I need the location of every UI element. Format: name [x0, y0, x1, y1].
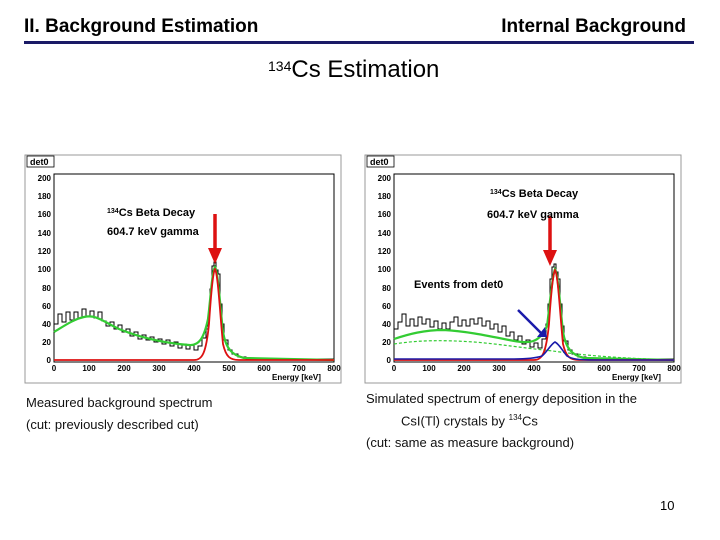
stat-label: det0: [370, 157, 389, 167]
x-tick-label: 800: [667, 364, 681, 373]
x-tick-label: 200: [117, 364, 131, 373]
slide-title: 134Cs Estimation: [268, 56, 439, 84]
x-tick-label: 100: [82, 364, 96, 373]
y-tick-label: 180: [38, 192, 52, 201]
x-axis-ticks: 0 100 200 300 400 500 600 700 800: [52, 364, 341, 373]
y-tick-label: 0: [47, 356, 52, 365]
x-tick-label: 200: [457, 364, 471, 373]
stat-box: [366, 155, 395, 168]
annotation-gamma-energy: 604.7 keV gamma: [107, 226, 200, 238]
y-tick-label: 100: [38, 265, 52, 274]
section-subtitle: Internal Background: [501, 16, 686, 37]
annotation-beta-decay: 134Cs Beta Decay: [107, 207, 196, 219]
x-tick-label: 0: [52, 364, 57, 373]
x-tick-label: 0: [392, 364, 397, 373]
plot-border: [24, 154, 342, 384]
x-tick-label: 700: [632, 364, 646, 373]
plot-border: [364, 154, 682, 384]
x-tick-label: 600: [597, 364, 611, 373]
y-tick-label: 140: [378, 229, 392, 238]
y-tick-label: 120: [38, 247, 52, 256]
x-tick-label: 600: [257, 364, 271, 373]
right-caption-line2-post: Cs: [521, 413, 538, 429]
red-fit-curve: [54, 267, 334, 361]
right-caption-line1: Simulated spectrum of energy deposition …: [366, 391, 637, 406]
y-tick-label: 40: [382, 320, 391, 329]
x-tick-label: 800: [327, 364, 341, 373]
simulated-det0-curve: [394, 341, 674, 361]
green-dashed-curve: [393, 340, 675, 361]
red-fit-curve: [394, 268, 674, 361]
y-tick-label: 160: [378, 210, 392, 219]
x-tick-label: 400: [187, 364, 201, 373]
y-axis-ticks: 0 20 40 60 80 100 120 140 160 180 200: [378, 174, 392, 365]
y-tick-label: 20: [42, 338, 51, 347]
annotation-gamma-energy: 604.7 keV gamma: [487, 209, 580, 221]
det0-events-arrowhead: [537, 327, 547, 337]
y-tick-label: 60: [382, 302, 391, 311]
plot-area: [393, 173, 675, 363]
left-caption-line1: Measured background spectrum: [26, 395, 213, 410]
y-tick-label: 140: [38, 229, 52, 238]
x-tick-label: 500: [222, 364, 236, 373]
simulated-spectrum-plot: det0 0 20 40 60 80 100 120 140 160 180 2…: [364, 154, 682, 384]
y-tick-label: 120: [378, 247, 392, 256]
title-text: Cs Estimation: [291, 56, 440, 83]
y-tick-label: 20: [382, 338, 391, 347]
right-caption-line2-pre: CsI(Tl) crystals by: [401, 413, 509, 429]
annotation-beta-decay: 134Cs Beta Decay: [490, 188, 579, 200]
x-tick-label: 400: [527, 364, 541, 373]
y-tick-label: 60: [42, 302, 51, 311]
section-title: II. Background Estimation: [24, 16, 259, 37]
y-tick-label: 160: [38, 210, 52, 219]
page-number: 10: [660, 498, 675, 513]
y-tick-label: 80: [42, 284, 51, 293]
gamma-peak-arrowhead: [543, 250, 557, 266]
green-fit-curve: [393, 266, 675, 362]
right-caption-line3: (cut: same as measure background): [366, 435, 575, 450]
measured-spectrum-plot: det0 0 20 40 60 80 100 120 140 160 180 2…: [24, 154, 342, 384]
y-axis-ticks: 0 20 40 60 80 100 120 140 160 180 200: [38, 174, 52, 365]
y-tick-label: 0: [387, 356, 392, 365]
y-tick-label: 80: [382, 284, 391, 293]
y-tick-label: 40: [42, 320, 51, 329]
det0-events-arrow: [517, 309, 543, 335]
gamma-peak-arrowhead: [208, 248, 222, 264]
right-caption-line2-sup: 134: [508, 413, 522, 422]
y-tick-label: 100: [378, 265, 392, 274]
annotation-events-bg: [411, 276, 511, 291]
x-axis-label: Energy [keV]: [612, 373, 661, 382]
x-tick-label: 700: [292, 364, 306, 373]
right-caption-line2: CsI(Tl) crystals by 134Cs: [401, 413, 538, 428]
title-isotope-mass: 134: [268, 58, 292, 74]
y-tick-label: 200: [378, 174, 392, 183]
header-rule: [24, 41, 694, 44]
left-caption-line2: (cut: previously described cut): [26, 417, 199, 432]
x-tick-label: 300: [492, 364, 506, 373]
y-tick-label: 200: [38, 174, 52, 183]
y-tick-label: 180: [378, 192, 392, 201]
x-tick-label: 300: [152, 364, 166, 373]
x-axis-label: Energy [keV]: [272, 373, 321, 382]
green-fit-curve: [53, 264, 335, 362]
x-axis-ticks: 0 100 200 300 400 500 600 700 800: [392, 364, 681, 373]
annotation-det0-events: Events from det0: [414, 279, 503, 291]
x-tick-label: 500: [562, 364, 576, 373]
stat-box: [26, 155, 55, 168]
plot-area: [53, 173, 335, 363]
stat-label: det0: [30, 157, 49, 167]
x-tick-label: 100: [422, 364, 436, 373]
